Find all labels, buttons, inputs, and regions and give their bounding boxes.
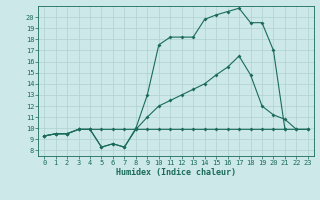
X-axis label: Humidex (Indice chaleur): Humidex (Indice chaleur) xyxy=(116,168,236,177)
